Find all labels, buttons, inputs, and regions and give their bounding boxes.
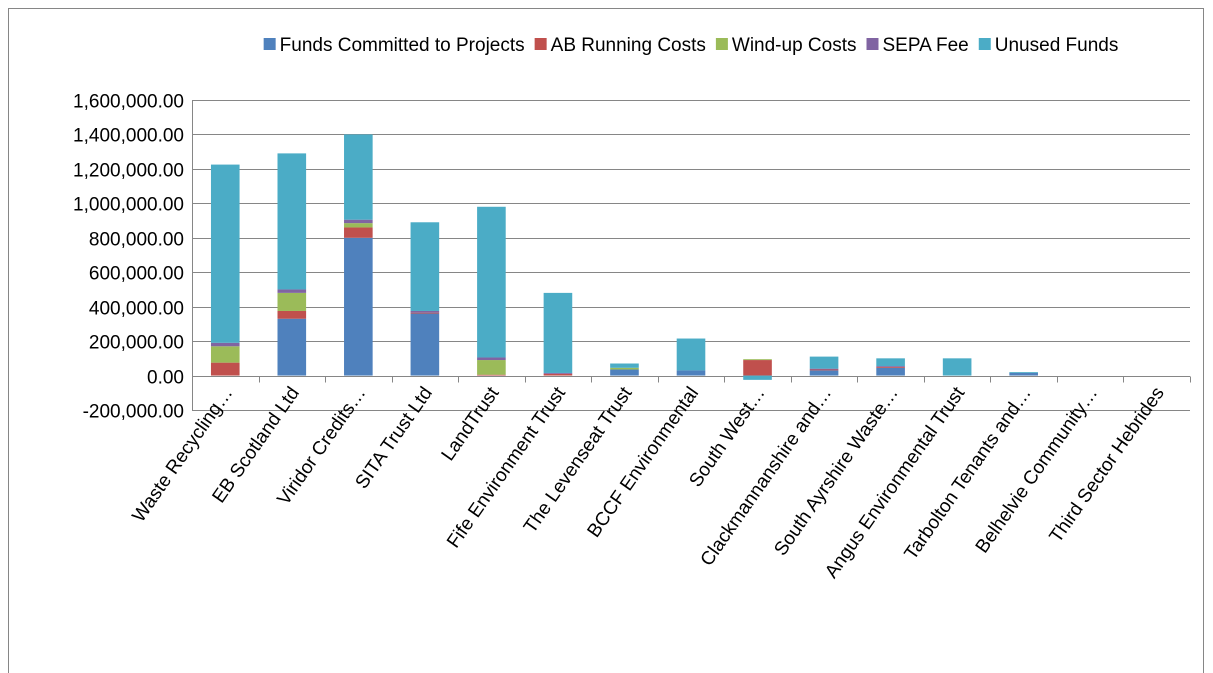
bar-segment bbox=[210, 346, 240, 363]
bar-segment bbox=[809, 356, 839, 369]
legend-label: SEPA Fee bbox=[883, 35, 969, 56]
bar-segment bbox=[477, 374, 506, 376]
y-tick-label: 800,000.00 bbox=[89, 230, 184, 251]
y-tick-label: 600,000.00 bbox=[89, 264, 184, 285]
bar-segment bbox=[277, 318, 307, 376]
y-tick-label: 1,400,000.00 bbox=[73, 126, 184, 147]
legend-swatch bbox=[715, 38, 728, 50]
legend-swatch bbox=[263, 38, 276, 50]
x-tick-label: Belhelvie Community… bbox=[972, 383, 1102, 557]
bar-segment bbox=[277, 292, 307, 311]
bar-segment bbox=[344, 237, 373, 376]
chart-border bbox=[8, 8, 1204, 673]
bar-segment bbox=[809, 368, 839, 370]
legend-label: Wind-up Costs bbox=[732, 35, 857, 56]
y-tick-label: 1,600,000.00 bbox=[73, 92, 184, 113]
bar-segment bbox=[210, 342, 240, 347]
bar-segment bbox=[876, 358, 905, 367]
bar-segment bbox=[1009, 372, 1038, 376]
bar-segment bbox=[344, 134, 373, 220]
bar-segment bbox=[543, 292, 573, 373]
bar-segment bbox=[410, 310, 440, 313]
x-tick-label: BCCF Environmental bbox=[584, 383, 704, 541]
bar-segment bbox=[410, 312, 440, 314]
bar-segment bbox=[410, 222, 440, 311]
x-tick-label: South Ayrshire Waste… bbox=[770, 383, 902, 559]
y-tick-label: 1,000,000.00 bbox=[73, 195, 184, 216]
bar-segment bbox=[210, 362, 240, 376]
bar-segment bbox=[743, 359, 772, 361]
bar-segment bbox=[610, 369, 639, 376]
x-tick-label: Third Sector Hebrides bbox=[1046, 383, 1169, 546]
legend-label: Unused Funds bbox=[995, 35, 1119, 56]
bar-segment bbox=[743, 375, 772, 380]
bar-segment bbox=[344, 223, 373, 228]
bar-segment bbox=[610, 367, 639, 370]
legend-swatch bbox=[978, 38, 991, 50]
bar-segment bbox=[277, 310, 307, 319]
legend: Funds Committed to Projects AB Running Co… bbox=[263, 35, 1119, 56]
bar-segment bbox=[543, 372, 573, 374]
bar-segment bbox=[344, 227, 373, 238]
bar-segment bbox=[543, 373, 573, 376]
y-tick-label: 1,200,000.00 bbox=[73, 161, 184, 182]
bar-segment bbox=[942, 358, 972, 376]
bar-segment bbox=[477, 360, 506, 375]
bar-segment bbox=[809, 369, 839, 371]
bar-segment bbox=[676, 338, 706, 371]
bar-segment bbox=[277, 153, 307, 290]
y-tick-label: -200,000.00 bbox=[83, 402, 184, 423]
bar-segment bbox=[809, 370, 839, 376]
bar-segment bbox=[743, 360, 772, 376]
bar-segment bbox=[876, 366, 905, 368]
x-tick-label: Angus Environmental Trust bbox=[821, 383, 969, 582]
bar-segment bbox=[410, 313, 440, 376]
bar-segment bbox=[1009, 372, 1038, 373]
y-tick-label: 0.00 bbox=[147, 368, 184, 389]
bar-segment bbox=[477, 206, 506, 358]
legend-label: AB Running Costs bbox=[551, 35, 706, 56]
bar-segment bbox=[277, 289, 307, 293]
bar-segment bbox=[610, 363, 639, 368]
legend-label: Funds Committed to Projects bbox=[280, 35, 525, 56]
x-tick-label: LandTrust bbox=[438, 383, 504, 465]
x-tick-label: Fife Environment Trust bbox=[443, 383, 570, 552]
legend-swatch bbox=[534, 38, 547, 50]
bar-segment bbox=[477, 357, 506, 361]
bar-segment bbox=[676, 370, 706, 376]
y-tick-label: 200,000.00 bbox=[89, 333, 184, 354]
bar-segment bbox=[876, 367, 905, 376]
legend-swatch bbox=[866, 38, 879, 50]
x-tick-label: Clackmannanshire and… bbox=[697, 383, 837, 570]
y-tick-label: 400,000.00 bbox=[89, 299, 184, 320]
bar-segment bbox=[344, 219, 373, 224]
bar-segment bbox=[210, 164, 240, 343]
bar-segment bbox=[876, 366, 905, 367]
